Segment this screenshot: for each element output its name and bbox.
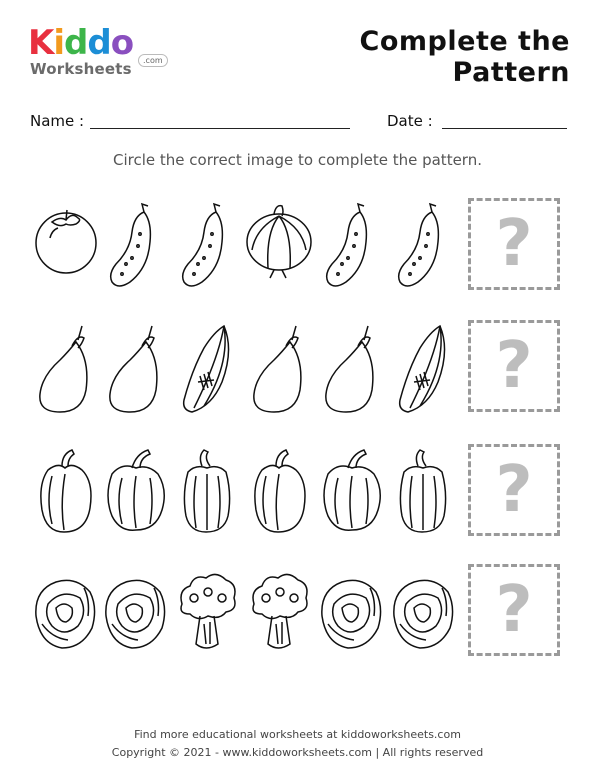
bell-pepper-icon	[390, 444, 456, 544]
date-label: Date :	[387, 112, 433, 130]
pattern-row: ?	[32, 564, 567, 664]
bell-pepper-icon	[32, 444, 98, 544]
corn-icon	[390, 320, 456, 420]
corn-icon	[174, 320, 240, 420]
cabbage-icon	[32, 564, 98, 664]
logo-letter: i	[53, 23, 65, 63]
eggplant-icon	[246, 320, 312, 420]
cucumber-icon	[102, 198, 168, 298]
logo-com-badge: .com	[138, 54, 168, 67]
broccoli-icon	[246, 564, 312, 664]
bell-pepper-icon	[246, 444, 312, 544]
question-mark: ?	[495, 453, 533, 527]
answer-box[interactable]: ?	[468, 444, 560, 536]
pattern-row: ?	[32, 444, 567, 544]
pattern-row: ?	[32, 320, 567, 420]
onion-icon	[246, 198, 312, 298]
footer-copyright: Copyright © 2021 - www.kiddoworksheets.c…	[111, 746, 484, 759]
question-mark: ?	[495, 573, 533, 647]
eggplant-icon	[318, 320, 384, 420]
question-mark: ?	[495, 207, 533, 281]
name-field[interactable]	[90, 128, 350, 129]
answer-box[interactable]: ?	[468, 564, 560, 656]
logo-letter: d	[87, 23, 111, 63]
cucumber-icon	[174, 198, 240, 298]
bell-pepper-icon	[174, 444, 240, 544]
cabbage-icon	[390, 564, 456, 664]
cucumber-icon	[318, 198, 384, 298]
tomato-icon	[32, 198, 98, 298]
answer-box[interactable]: ?	[468, 320, 560, 412]
broccoli-icon	[174, 564, 240, 664]
eggplant-icon	[32, 320, 98, 420]
logo-subtitle: Worksheets	[30, 60, 132, 78]
page-title: Complete the Pattern	[359, 26, 570, 88]
logo-letter: o	[110, 23, 134, 63]
name-label: Name :	[30, 112, 85, 130]
pattern-row: ?	[32, 198, 567, 298]
date-field[interactable]	[442, 128, 567, 129]
cabbage-icon	[102, 564, 168, 664]
logo-letter: K	[28, 23, 54, 63]
kiddo-logo: Kiddo Worksheets .com	[28, 26, 168, 82]
logo-wordmark: Kiddo	[28, 23, 134, 63]
question-mark: ?	[495, 329, 533, 403]
eggplant-icon	[102, 320, 168, 420]
cucumber-icon	[390, 198, 456, 298]
answer-box[interactable]: ?	[468, 198, 560, 290]
instruction-text: Circle the correct image to complete the…	[113, 151, 482, 169]
footer-link-text: Find more educational worksheets at kidd…	[134, 728, 461, 741]
logo-letter: d	[64, 23, 88, 63]
bell-pepper-icon	[318, 444, 384, 544]
bell-pepper-icon	[102, 444, 168, 544]
cabbage-icon	[318, 564, 384, 664]
